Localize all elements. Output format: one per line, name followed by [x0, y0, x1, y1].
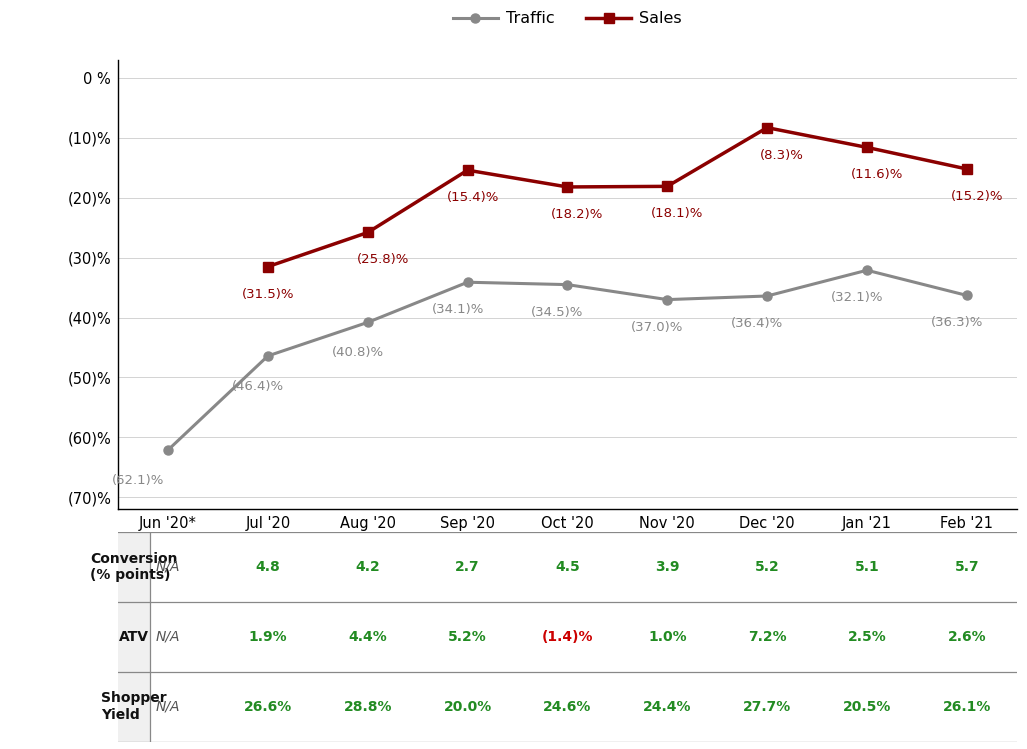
- Text: (8.3)%: (8.3)%: [760, 148, 804, 162]
- Text: N/A: N/A: [156, 560, 181, 574]
- Text: (18.2)%: (18.2)%: [551, 208, 604, 221]
- Text: 4.2: 4.2: [355, 560, 380, 574]
- Text: 4.8: 4.8: [256, 560, 280, 574]
- Text: 24.4%: 24.4%: [643, 700, 691, 714]
- Text: 7.2%: 7.2%: [748, 630, 787, 643]
- Text: 28.8%: 28.8%: [343, 700, 392, 714]
- Text: (40.8)%: (40.8)%: [332, 346, 384, 360]
- Text: 5.7: 5.7: [954, 560, 979, 574]
- Text: 24.6%: 24.6%: [543, 700, 592, 714]
- Text: 20.0%: 20.0%: [444, 700, 492, 714]
- Text: (15.2)%: (15.2)%: [951, 190, 1003, 203]
- Text: (36.4)%: (36.4)%: [731, 317, 784, 330]
- Bar: [118, 601, 150, 672]
- Text: (31.5)%: (31.5)%: [241, 288, 294, 300]
- Text: N/A: N/A: [156, 700, 181, 714]
- Legend: Traffic, Sales: Traffic, Sales: [447, 5, 688, 33]
- Text: ATV: ATV: [119, 630, 149, 643]
- Text: 27.7%: 27.7%: [743, 700, 791, 714]
- Text: 5.1: 5.1: [854, 560, 879, 574]
- Text: (25.8)%: (25.8)%: [356, 253, 409, 267]
- Text: (62.1)%: (62.1)%: [112, 474, 164, 487]
- Text: Shopper
Yield: Shopper Yield: [102, 691, 167, 721]
- Text: 3.9: 3.9: [655, 560, 680, 574]
- Text: (18.1)%: (18.1)%: [651, 207, 703, 220]
- Text: 2.6%: 2.6%: [948, 630, 986, 643]
- Text: 5.2: 5.2: [755, 560, 779, 574]
- Text: 1.9%: 1.9%: [249, 630, 288, 643]
- Text: (37.0)%: (37.0)%: [632, 321, 683, 333]
- Text: 26.6%: 26.6%: [243, 700, 292, 714]
- Text: 2.5%: 2.5%: [847, 630, 886, 643]
- Text: 4.5: 4.5: [555, 560, 580, 574]
- Bar: [118, 532, 150, 601]
- Text: 26.1%: 26.1%: [943, 700, 991, 714]
- Text: (1.4)%: (1.4)%: [541, 630, 594, 643]
- Text: (11.6)%: (11.6)%: [850, 169, 903, 181]
- Text: (34.1)%: (34.1)%: [431, 303, 484, 316]
- Text: 1.0%: 1.0%: [648, 630, 687, 643]
- Text: (36.3)%: (36.3)%: [930, 316, 983, 330]
- Text: 2.7: 2.7: [455, 560, 480, 574]
- Bar: [118, 672, 150, 742]
- Text: N/A: N/A: [156, 630, 181, 643]
- Text: (15.4)%: (15.4)%: [447, 191, 499, 204]
- Text: (46.4)%: (46.4)%: [232, 380, 283, 393]
- Text: (32.1)%: (32.1)%: [831, 291, 883, 304]
- Text: Conversion
(% points): Conversion (% points): [90, 552, 178, 582]
- Text: 20.5%: 20.5%: [843, 700, 891, 714]
- Text: 5.2%: 5.2%: [448, 630, 487, 643]
- Text: 4.4%: 4.4%: [348, 630, 387, 643]
- Text: (34.5)%: (34.5)%: [531, 306, 583, 318]
